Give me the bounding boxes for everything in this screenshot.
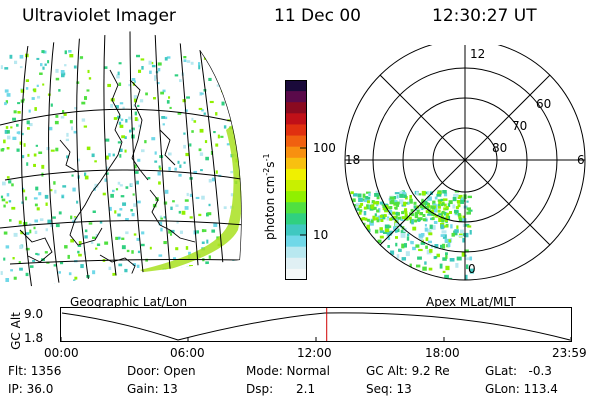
date-label: 11 Dec 00 [274,6,361,26]
timeline-ticks [60,337,572,342]
status-ip: IP: 36.0 [8,382,54,396]
status-door: Door: Open [127,364,196,378]
status-flt: Flt: 1356 [8,364,62,378]
status-gain: Gain: 13 [127,382,178,396]
timeline-plot [60,307,572,342]
timeline-tick-0000: 00:00 [44,346,79,360]
status-dsp: Dsp: 2.1 [246,382,316,396]
colorbar-unit-label: photon cm-2s-1 [262,153,277,240]
status-glon: GLon: 113.4 [485,382,558,396]
polar-plot [344,45,586,281]
mlt-label-12: 12 [470,47,486,61]
colorbar-tick-10: 10 [313,228,329,242]
mlat-label-60: 60 [536,97,552,111]
mlat-label-80: 80 [492,141,508,155]
status-gc-alt: GC Alt: 9.2 Re [366,364,450,378]
time-label: 12:30:27 UT [432,6,537,26]
orbit-altitude-curve [61,312,571,341]
geo-panel-label: Geographic Lat/Lon [70,295,188,309]
mlt-label-6: 6 [577,153,585,167]
timeline-tick-0600: 06:00 [170,346,205,360]
coastlines [19,69,196,279]
geographic-map [0,30,242,290]
timeline-y-bottom: 1.8 [24,331,44,345]
aurora-arc [140,125,242,275]
polar-emission [345,190,474,280]
lat-grid [0,108,242,265]
status-mode: Mode: Normal [246,364,330,378]
polar-grid [344,45,586,281]
colorbar-tick-100: 100 [313,141,336,155]
status-seq: Seq: 13 [366,382,412,396]
colorbar [285,80,307,280]
status-glat: GLat: -0.3 [485,364,552,378]
mlt-label-0: 0 [468,262,476,276]
timeline-ylabel: GC Alt [9,312,23,350]
timeline-tick-1200: 12:00 [297,346,332,360]
timeline-y-top: 9.0 [24,307,44,321]
timeline-tick-2359: 23:59 [552,346,587,360]
instrument-title: Ultraviolet Imager [22,6,176,26]
mlat-label-70: 70 [512,119,528,133]
timeline-tick-1800: 18:00 [425,346,460,360]
mlt-label-18: 18 [345,153,361,167]
polar-panel-label: Apex MLat/MLT [426,295,516,309]
